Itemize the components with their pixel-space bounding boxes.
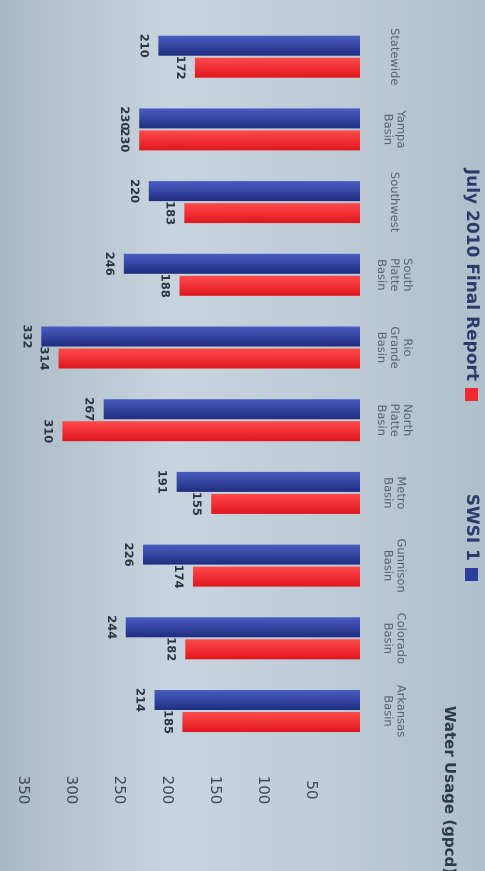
category-label: RioGrandeBasin [375,326,415,368]
category-label-line: Basin [375,259,389,290]
data-label: 220 [128,179,142,203]
category-label-line: Grande [388,326,402,368]
bar-swsi1 [41,326,360,347]
bar-swsi1 [158,35,360,56]
legend-label: SWSI 1 [462,494,482,561]
data-label: 191 [156,470,170,494]
category-label: Statewide [388,28,402,85]
axis-tick-label: 100 [255,776,273,805]
bar-swsi1 [123,253,360,274]
data-label: 188 [159,274,173,298]
data-label: 230 [118,106,132,130]
data-label: 174 [172,565,186,589]
category-label-line: Southwest [388,172,402,233]
bar-july-2010 [139,130,360,151]
bar-july-2010 [194,57,360,78]
data-label: 182 [164,637,178,661]
bar-swsi1 [176,471,360,492]
category-label-line: Basin [382,477,396,508]
data-label: 230 [118,128,132,152]
data-label: 185 [161,710,175,734]
data-label: 183 [163,201,177,225]
bar-july-2010 [184,203,360,224]
category-label-line: Colorado [395,613,409,664]
y-axis-label: Water Usage (gpcd) [441,706,459,871]
category-label: GunnisonBasin [382,538,409,592]
legend-swatch-july-2010 [465,388,478,401]
bar-july-2010 [185,639,360,660]
category-label-line: North [401,404,415,436]
category-label-line: Platte [388,404,402,437]
category-label-line: Basin [382,695,396,726]
category-label-line: Basin [382,550,396,581]
axis-tick-label: 50 [303,780,321,799]
data-label: 246 [103,252,117,276]
category-label-line: Statewide [388,28,402,85]
bar-july-2010 [62,421,361,442]
category-label-line: South [401,258,415,291]
bar-july-2010 [182,712,360,732]
bar-july-2010 [58,348,361,369]
bar-swsi1 [143,544,360,565]
data-label: 172 [174,56,188,80]
category-label-line: Basin [382,623,396,654]
data-label: 210 [137,34,151,58]
data-label: 214 [134,688,148,712]
data-label: 155 [190,492,204,516]
category-label: MetroBasin [382,476,409,509]
category-label-line: Platte [388,258,402,291]
data-label: 310 [41,419,55,443]
bar-july-2010 [192,566,360,587]
data-label: 267 [83,397,97,421]
category-label-line: Gunnison [395,538,409,592]
data-label: 314 [38,346,52,370]
category-label: ArkansasBasin [382,685,409,737]
legend-swatch-swsi1 [465,568,478,581]
category-label-line: Rio [401,338,415,356]
bar-swsi1 [148,181,360,202]
data-label: 244 [105,615,119,639]
legend-label: July 2010 Final Report [462,168,482,381]
bar-swsi1 [103,399,361,420]
axis-tick-label: 150 [207,776,225,805]
category-label: YampaBasin [382,109,409,148]
category-label: SouthPlatteBasin [375,258,415,291]
axis-tick-label: 250 [111,776,129,805]
axis-tick-label: 300 [63,776,81,805]
bar-swsi1 [154,690,360,710]
bar-swsi1 [125,617,360,638]
category-label-line: Metro [395,476,409,509]
data-label: 332 [20,324,34,348]
axis-tick-label: 200 [159,776,177,805]
category-label: NorthPlatteBasin [375,404,415,437]
axis-tick-label: 350 [15,776,33,805]
category-label-line: Yampa [395,109,409,148]
category-label-line: Arkansas [395,685,409,737]
data-label: 226 [122,543,136,567]
category-label: Southwest [388,172,402,233]
bar-july-2010 [179,275,360,296]
bar-swsi1 [139,108,360,129]
category-label: ColoradoBasin [382,613,409,664]
category-label-line: Basin [375,332,389,363]
category-label-line: Basin [382,114,396,145]
bar-july-2010 [211,493,360,514]
category-label-line: Basin [375,404,389,435]
